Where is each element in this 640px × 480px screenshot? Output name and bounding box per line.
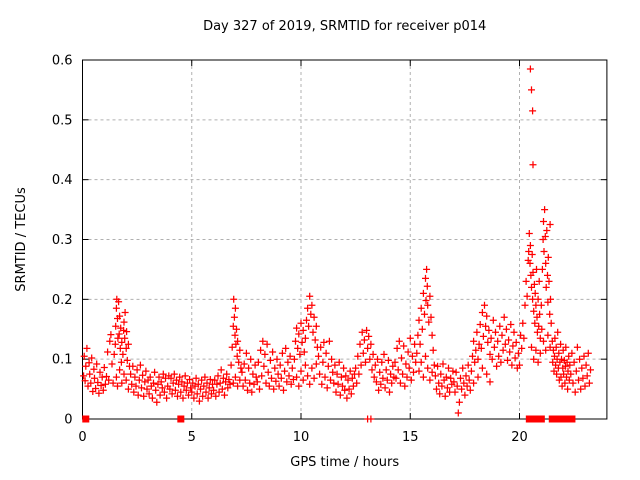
y-tick-label: 0.1 [52,353,73,368]
zero-line-marker [568,415,576,423]
y-tick-label: 0.6 [52,54,73,69]
y-tick-label: 0 [64,413,72,428]
y-tick-label: 0.5 [52,113,73,128]
scatter-points [80,65,594,423]
y-axis-title: SRMTID / TECUs [14,187,29,292]
y-tick-label: 0.3 [52,233,73,248]
y-tick-label: 0.2 [52,293,73,308]
x-tick-label: 20 [511,430,528,445]
x-axis-title: GPS time / hours [290,455,399,470]
x-tick-label: 5 [188,430,196,445]
x-tick-label: 10 [293,430,310,445]
y-tick-label: 0.4 [52,173,73,188]
zero-line-marker [537,415,545,423]
x-tick-label: 15 [402,430,419,445]
chart-title: Day 327 of 2019, SRMTID for receiver p01… [203,19,486,34]
zero-line-marker [82,415,90,423]
zero-line-marker [177,415,185,423]
x-tick-label: 0 [78,430,86,445]
